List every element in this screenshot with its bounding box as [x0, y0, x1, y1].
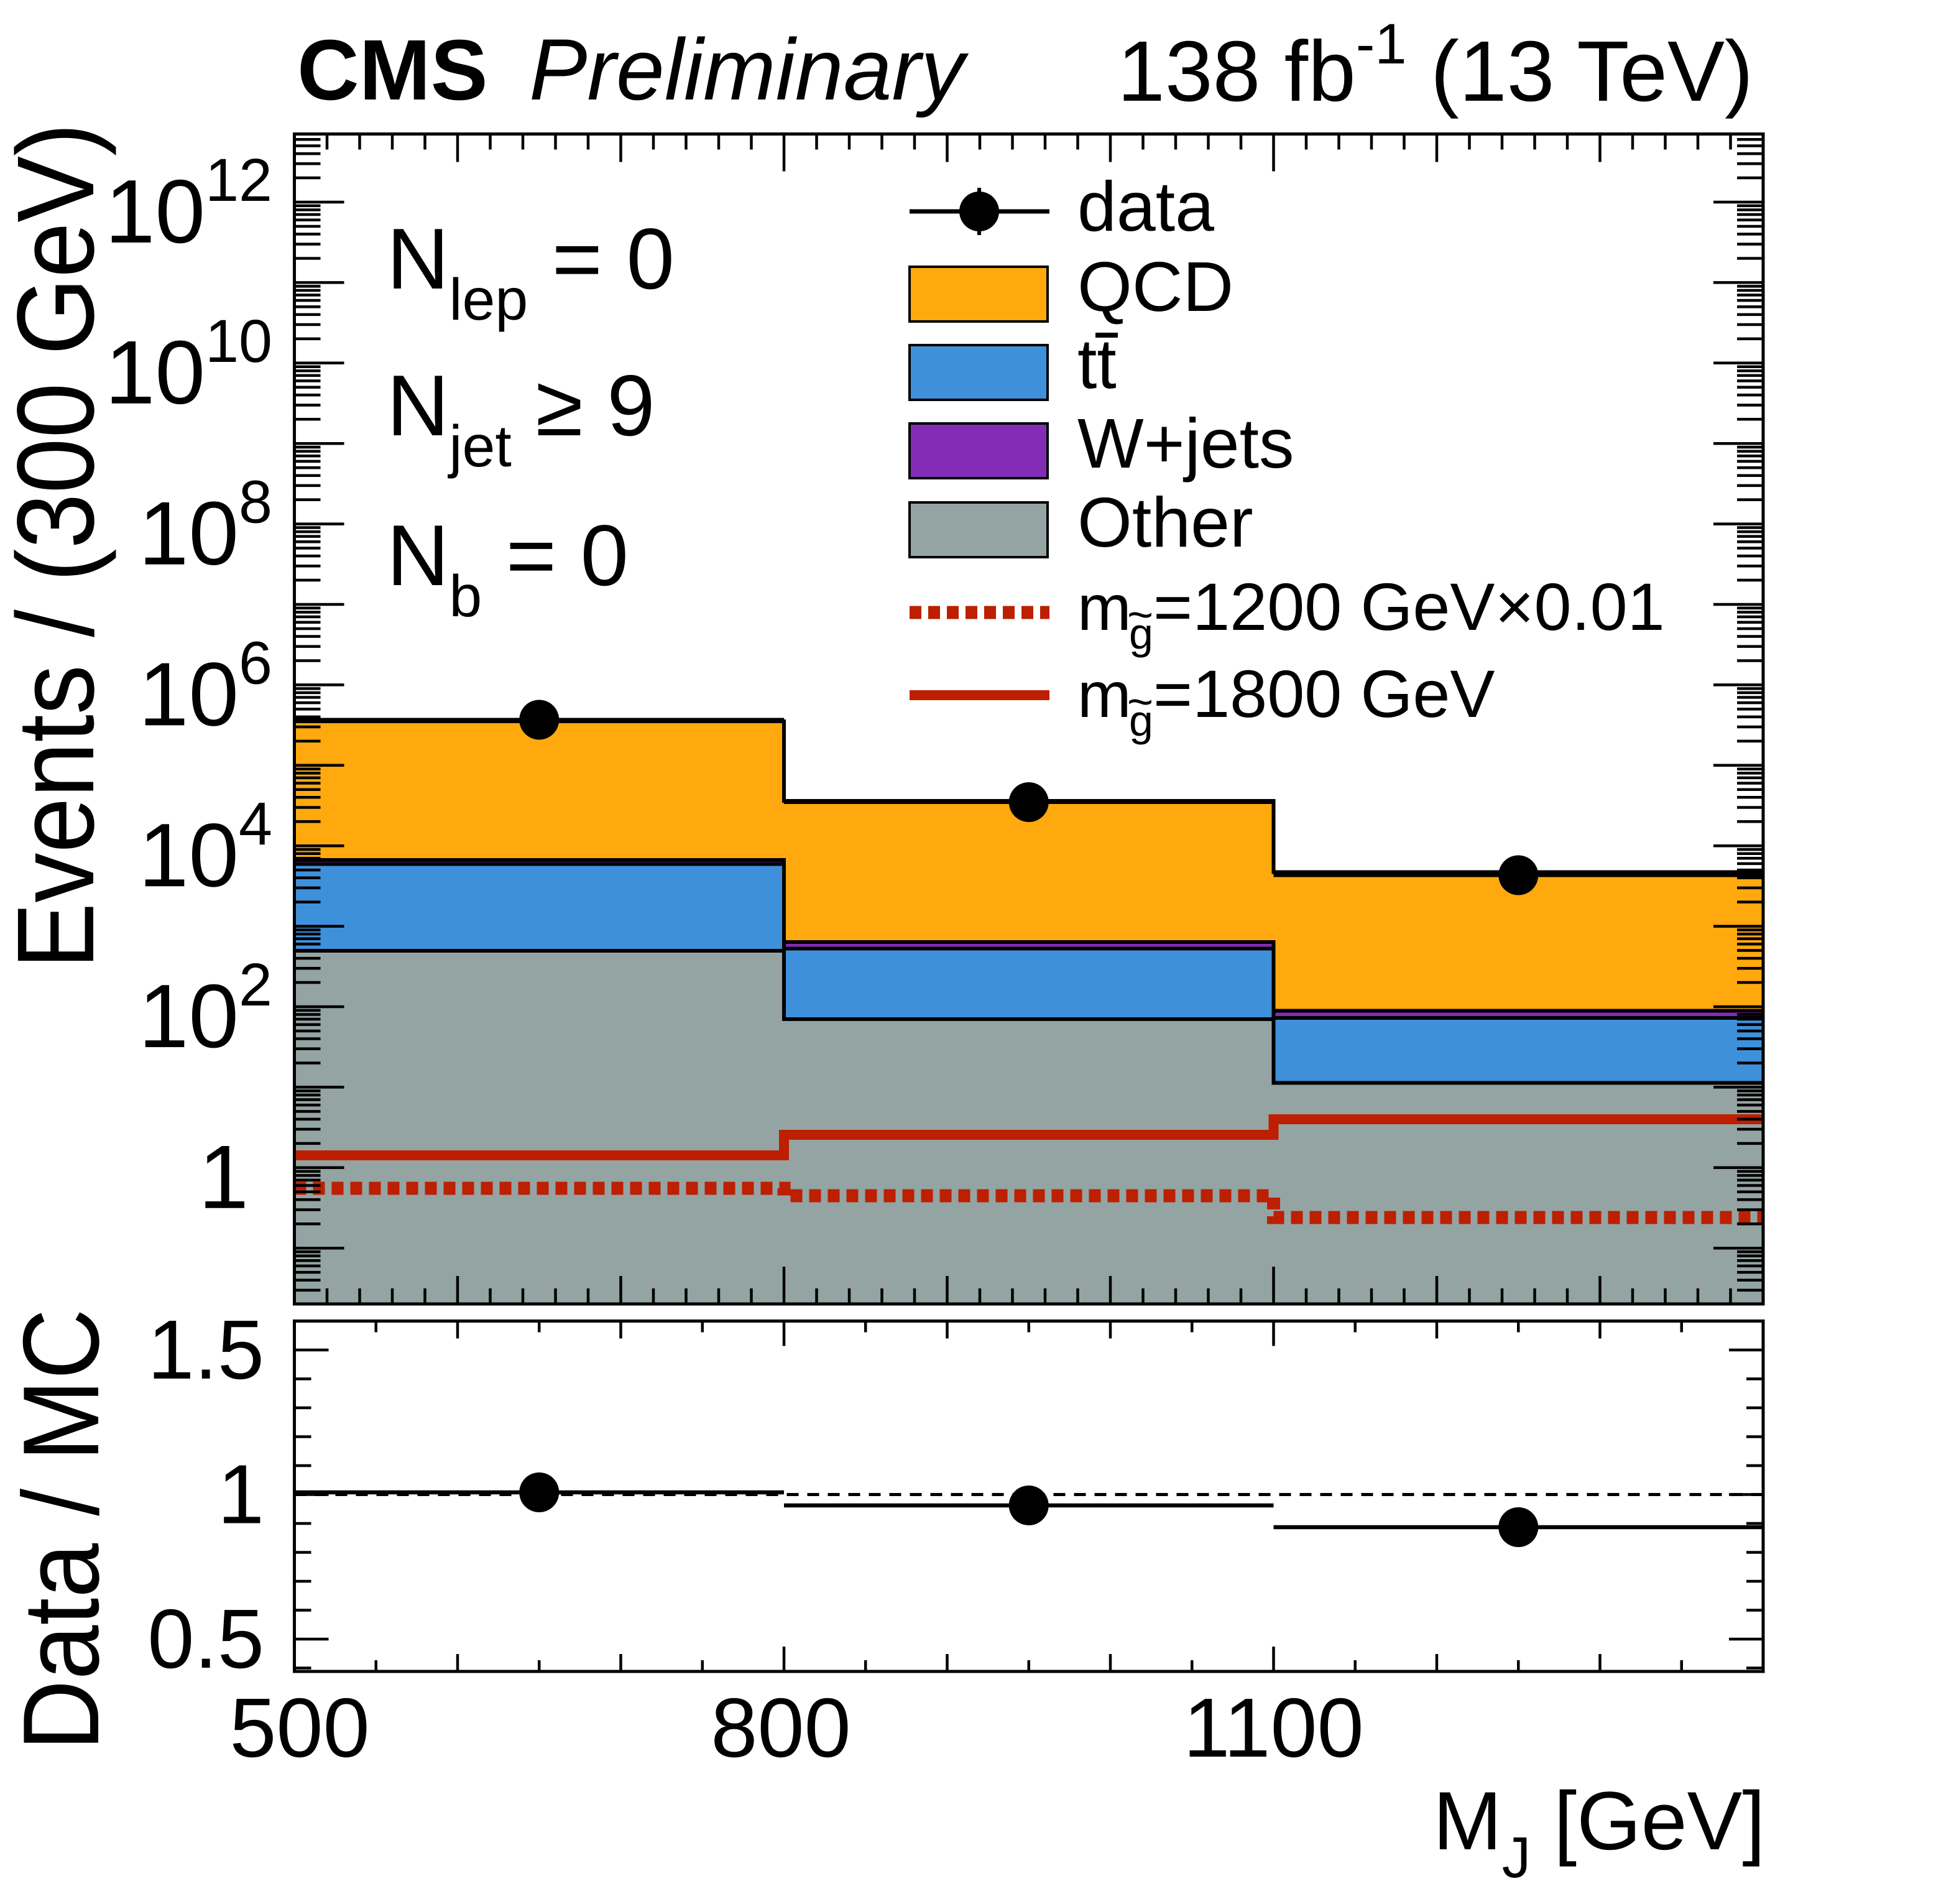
svg-text:1: 1	[198, 1127, 249, 1227]
svg-text:=1200 GeV×0.01: =1200 GeV×0.01	[1153, 569, 1665, 644]
svg-text:m: m	[1077, 572, 1132, 644]
svg-text:800: 800	[711, 1681, 850, 1775]
svg-text:500: 500	[229, 1681, 369, 1775]
svg-text:CMS: CMS	[297, 22, 488, 118]
svg-text:1.5: 1.5	[147, 1303, 264, 1397]
svg-text:108: 108	[139, 468, 272, 584]
svg-text:0.5: 0.5	[147, 1592, 264, 1686]
svg-text:=1800 GeV: =1800 GeV	[1153, 656, 1495, 731]
svg-text:138 fb-1 (13 TeV): 138 fb-1 (13 TeV)	[1117, 12, 1753, 119]
svg-text:Preliminary: Preliminary	[529, 21, 969, 118]
svg-text:QCD: QCD	[1077, 247, 1233, 326]
svg-text:W+jets: W+jets	[1077, 404, 1294, 483]
svg-text:Other: Other	[1077, 483, 1253, 561]
svg-text:1100: 1100	[1183, 1681, 1363, 1775]
svg-text:g: g	[1129, 609, 1153, 658]
svg-text:~: ~	[1127, 590, 1153, 640]
svg-text:Events / (300 GeV): Events / (300 GeV)	[0, 123, 117, 969]
svg-text:data: data	[1077, 167, 1214, 246]
svg-text:m: m	[1077, 659, 1132, 731]
svg-text:104: 104	[139, 790, 272, 905]
svg-text:Data / MC: Data / MC	[1, 1308, 122, 1750]
svg-text:1: 1	[218, 1448, 264, 1541]
svg-text:g: g	[1129, 696, 1153, 745]
svg-text:~: ~	[1127, 677, 1153, 727]
